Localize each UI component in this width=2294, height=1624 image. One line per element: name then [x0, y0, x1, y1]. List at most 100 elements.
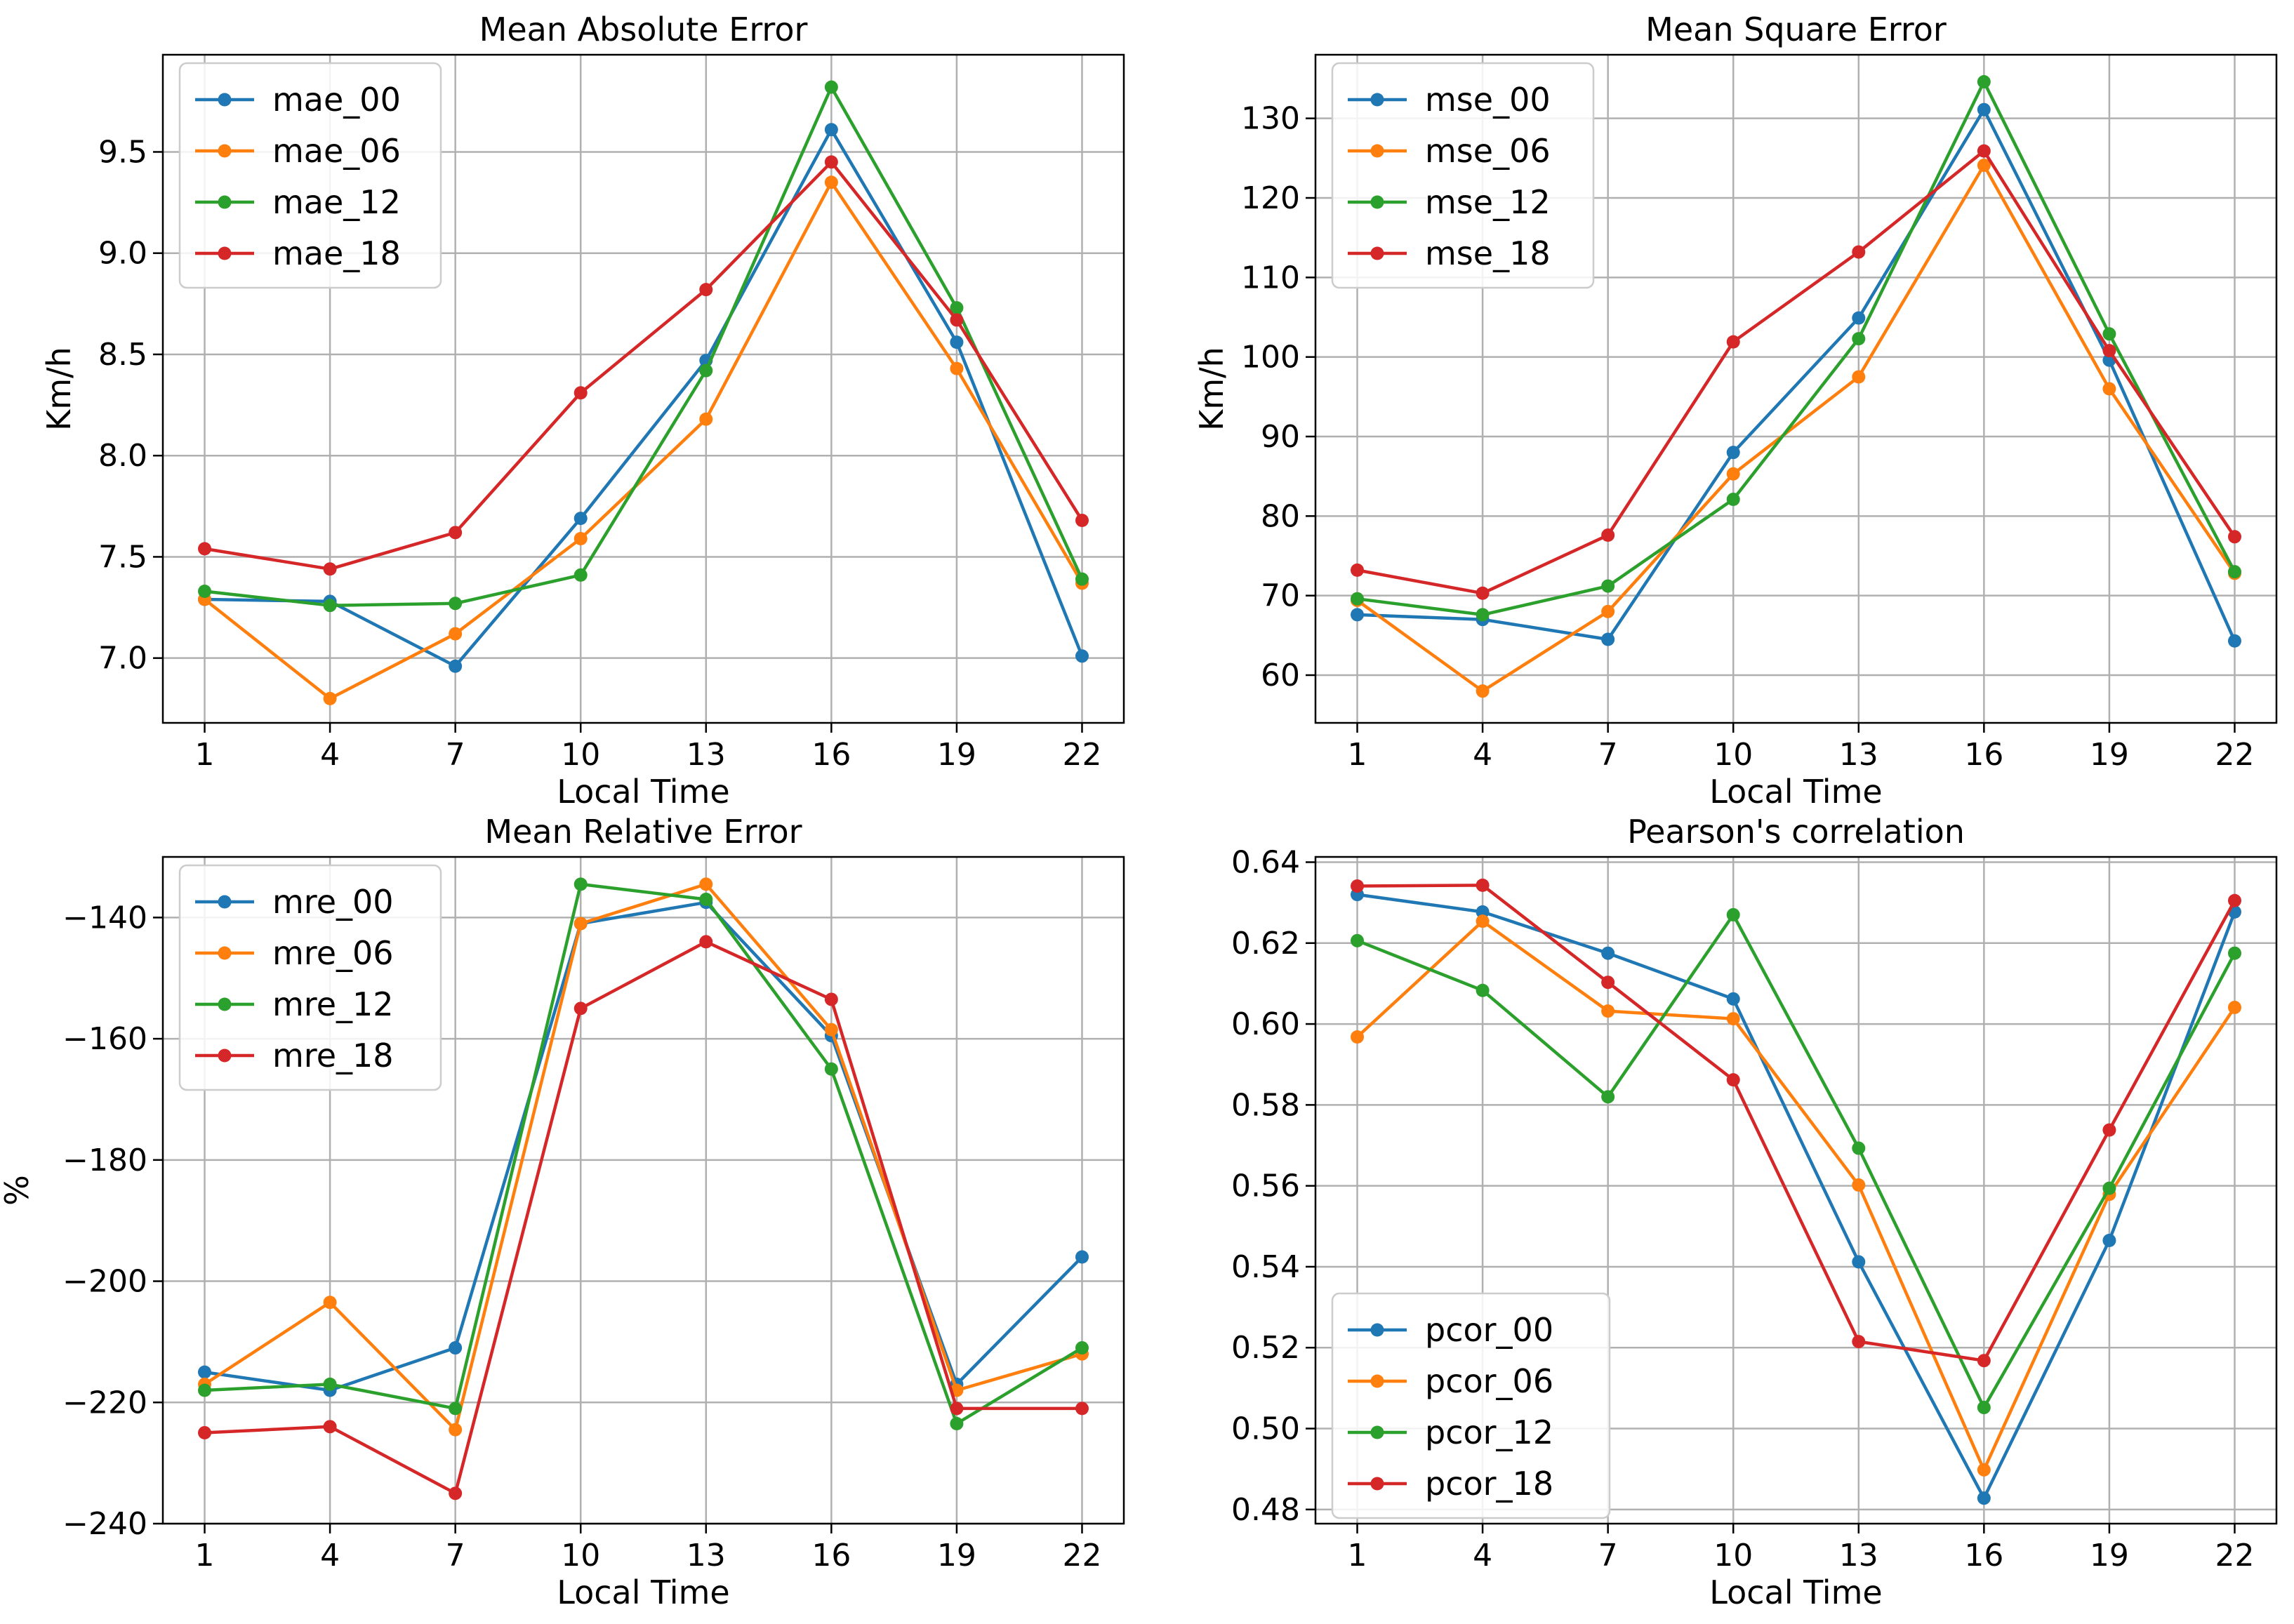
- mae-data-point-mae_06: [950, 361, 964, 375]
- pcor-data-point-pcor_00: [1601, 946, 1615, 960]
- pcor-y-tick-label: 0.52: [1231, 1330, 1300, 1366]
- mse-x-tick-label: 4: [1473, 737, 1492, 773]
- pcor-panel: 1 4 7 10 13 16 19 22 0.48 0.50 0.52 0.54 0.56 0.58 0.6…: [1231, 813, 2278, 1611]
- mae-series-line-mae_12: [204, 85, 1084, 607]
- mae-y-tick-label: 9.0: [98, 236, 147, 272]
- mse-legend-label-mse_00: mse_00: [1425, 81, 1551, 119]
- mae-data-point-mae_18: [824, 155, 838, 169]
- mse-x-tick-label: 13: [1839, 737, 1878, 773]
- pcor-legend-label-pcor_00: pcor_00: [1425, 1311, 1553, 1349]
- mre-y-tick-label: −180: [62, 1143, 147, 1178]
- mre-y-axis-label: %: [0, 1175, 36, 1206]
- mae-data-point-mae_06: [699, 412, 713, 426]
- mre-legend-marker-mre_00: [218, 895, 232, 909]
- mse-series-line-mse_12: [1357, 80, 2236, 617]
- mre-data-point-mre_12: [574, 877, 588, 891]
- mre-panel: 1 4 7 10 13 16 19 22 −240 −220 −200 −180 −160 −140 Mea…: [0, 813, 1125, 1611]
- pcor-legend-label-pcor_18: pcor_18: [1425, 1465, 1553, 1503]
- mae-x-tick-label: 22: [1062, 737, 1101, 773]
- mre-legend-label-mre_00: mre_00: [272, 883, 394, 921]
- pcor-y-tick-label: 0.54: [1231, 1249, 1300, 1285]
- mre-legend-label-mre_06: mre_06: [272, 934, 394, 972]
- mse-legend-label-mse_18: mse_18: [1425, 234, 1551, 272]
- pcor-series-line-pcor_18: [1357, 884, 2236, 1362]
- mse-data-point-mse_18: [1351, 563, 1365, 577]
- pcor-y-tick-label: 0.62: [1231, 926, 1300, 961]
- mse-series-line-mse_06: [1356, 164, 2236, 693]
- mse-x-tick-label: 10: [1713, 737, 1753, 773]
- mre-legend-box: [178, 864, 442, 1091]
- pcor-y-tick-label: 0.58: [1231, 1087, 1300, 1123]
- mre-legend-label-mre_18: mre_18: [272, 1037, 394, 1074]
- mae-data-point-mae_18: [1075, 514, 1089, 528]
- mre-series-line-mre_18: [204, 940, 1082, 1496]
- pcor-legend-marker-pcor_12: [1370, 1425, 1384, 1439]
- mre-x-tick-label: 7: [446, 1538, 465, 1573]
- mse-legend-marker-mse_00: [1370, 93, 1384, 107]
- mse-data-point-mse_06: [1476, 684, 1490, 698]
- pcor-legend-marker-pcor_18: [1370, 1477, 1384, 1491]
- mre-series-line-mre_12: [204, 882, 1083, 1425]
- mse-x-tick-label: 22: [2215, 737, 2254, 773]
- mse-x-tick-label: 1: [1348, 737, 1367, 773]
- pcor-data-point-pcor_12: [2102, 1181, 2116, 1195]
- mre-data-point-mre_18: [323, 1420, 337, 1434]
- mae-legend: mae_00 mae_06 mae_12 mae_18: [178, 62, 442, 289]
- mre-y-tick-label: −240: [62, 1506, 147, 1542]
- mre-x-tick-label: 19: [937, 1538, 976, 1573]
- pcor-y-tick-label: 0.50: [1231, 1411, 1300, 1447]
- mse-y-tick-label: 60: [1261, 658, 1300, 693]
- pcor-y-tick-label: 0.48: [1231, 1492, 1300, 1528]
- mse-data-point-mse_00: [2227, 634, 2241, 648]
- mre-chart-title: Mean Relative Error: [484, 813, 802, 851]
- mse-data-point-mse_06: [1726, 467, 1740, 481]
- mre-legend-label-mre_12: mre_12: [272, 985, 394, 1023]
- mre-x-tick-label: 22: [1062, 1538, 1101, 1573]
- mre-data-point-mre_12: [950, 1417, 964, 1430]
- mre-series-line-mre_06: [204, 882, 1083, 1432]
- mae-panel: 1 4 7 10 13 16 19 22 7.0 7.5 8.0 8.5 9.0 9.5 Mean Abso…: [40, 11, 1125, 811]
- mae-data-point-mae_00: [950, 335, 964, 350]
- pcor-series-line-pcor_06: [1355, 919, 2236, 1472]
- mse-data-point-mse_18: [1601, 528, 1615, 543]
- mae-data-point-mae_12: [950, 301, 964, 315]
- pcor-x-tick-label: 10: [1713, 1538, 1753, 1573]
- pcor-data-point-pcor_00: [1476, 905, 1490, 919]
- mre-y-tick-label: −200: [62, 1264, 147, 1300]
- mre-data-point-mre_06: [449, 1423, 463, 1437]
- mse-series-line-mse_18: [1357, 149, 2236, 595]
- pcor-data-point-pcor_00: [1852, 1255, 1866, 1269]
- mae-legend-marker-mae_06: [218, 144, 232, 158]
- mae-legend-label-mae_18: mae_18: [272, 234, 401, 272]
- mae-data-point-mae_18: [323, 562, 337, 576]
- pcor-legend: pcor_00 pcor_06 pcor_12 pcor_18: [1331, 1292, 1611, 1519]
- mae-x-tick-label: 1: [195, 737, 215, 773]
- mae-legend-label-mae_12: mae_12: [272, 183, 401, 221]
- mae-legend-box: [178, 62, 442, 289]
- mae-x-tick-label: 4: [320, 737, 340, 773]
- mse-data-point-mse_00: [1351, 608, 1365, 622]
- mae-data-point-mae_12: [323, 599, 337, 613]
- pcor-data-point-pcor_18: [1601, 976, 1615, 990]
- mae-data-point-mae_12: [824, 80, 838, 94]
- mre-x-tick-label: 10: [561, 1538, 600, 1573]
- pcor-x-tick-label: 22: [2215, 1538, 2254, 1573]
- mse-data-point-mse_18: [1476, 586, 1490, 600]
- mse-legend-marker-mse_12: [1370, 195, 1384, 209]
- mae-data-point-mae_18: [950, 313, 964, 327]
- mae-y-axis-label: Km/h: [40, 347, 78, 431]
- mse-data-point-mse_18: [1852, 245, 1866, 259]
- mse-y-tick-label: 90: [1261, 419, 1300, 455]
- pcor-chart-title: Pearson's correlation: [1627, 813, 1965, 851]
- pcor-data-point-pcor_12: [1476, 983, 1490, 997]
- mae-legend-marker-mae_12: [218, 195, 232, 209]
- mse-plot-frame: [1314, 53, 2278, 724]
- mae-data-point-mae_12: [449, 597, 463, 611]
- mre-y-tick-label: −140: [62, 900, 147, 936]
- pcor-data-point-pcor_18: [1351, 879, 1365, 893]
- mae-series-line-mae_06: [204, 180, 1084, 700]
- pcor-data-point-pcor_18: [1977, 1354, 1991, 1368]
- mse-panel: 1 4 7 10 13 16 19 22 60 70 80 90 100 110 120 130 Mean Sq…: [1193, 11, 2278, 811]
- mae-series-line-mae_00: [204, 128, 1084, 668]
